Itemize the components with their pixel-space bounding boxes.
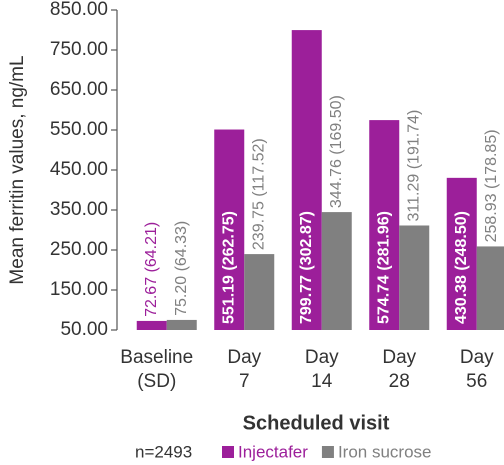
x-tick-label: Day <box>227 347 261 368</box>
x-axis-label: Scheduled visit <box>243 412 390 434</box>
value-label: 311.29 (191.74) <box>405 110 422 222</box>
bar <box>476 246 504 330</box>
bar <box>321 212 352 330</box>
y-axis-label: Mean ferritin values, ng/mL <box>7 55 28 284</box>
note: n=2493 <box>135 442 192 461</box>
value-label: 430.38 (248.50) <box>453 211 470 324</box>
value-label: 75.20 (64.33) <box>173 221 190 316</box>
x-tick-label: Day <box>460 347 494 368</box>
value-label: 799.77 (302.87) <box>298 211 315 324</box>
bar <box>244 254 275 330</box>
x-tick-label: (SD) <box>137 371 176 392</box>
y-tick-label: 350.00 <box>50 199 108 220</box>
x-tick-label: 28 <box>389 371 410 392</box>
y-tick-label: 150.00 <box>50 279 108 300</box>
y-tick-label: 450.00 <box>50 159 108 180</box>
x-tick-label: Day <box>305 347 339 368</box>
bar <box>214 129 245 330</box>
value-label: 344.76 (169.50) <box>328 95 345 208</box>
legend-swatch <box>222 446 234 458</box>
x-tick-label: 14 <box>311 371 333 392</box>
y-tick-label: 250.00 <box>50 239 108 260</box>
legend-label: Injectafer <box>238 442 308 461</box>
legend-swatch <box>321 446 334 458</box>
bar <box>399 225 430 330</box>
x-tick-label: 7 <box>239 371 250 392</box>
value-label: 258.93 (178.85) <box>483 129 500 242</box>
y-tick-label: 850.00 <box>50 0 108 20</box>
bar <box>166 319 197 330</box>
bar <box>369 120 400 330</box>
x-tick-label: 56 <box>466 371 487 392</box>
x-tick-label: Day <box>382 347 416 368</box>
value-label: 239.75 (117.52) <box>250 138 267 250</box>
bar <box>291 30 322 330</box>
bar <box>446 177 477 330</box>
value-label: 551.19 (262.75) <box>220 211 237 324</box>
y-tick-label: 650.00 <box>50 79 108 100</box>
y-tick-label: 750.00 <box>50 39 108 60</box>
bar <box>136 320 167 330</box>
legend-label: Iron sucrose <box>338 442 432 461</box>
value-label: 72.67 (64.21) <box>143 222 160 317</box>
y-tick-label: 550.00 <box>50 119 108 140</box>
value-label: 574.74 (281.96) <box>375 211 392 324</box>
x-tick-label: Baseline <box>120 347 193 368</box>
y-tick-label: 50.00 <box>60 319 108 340</box>
